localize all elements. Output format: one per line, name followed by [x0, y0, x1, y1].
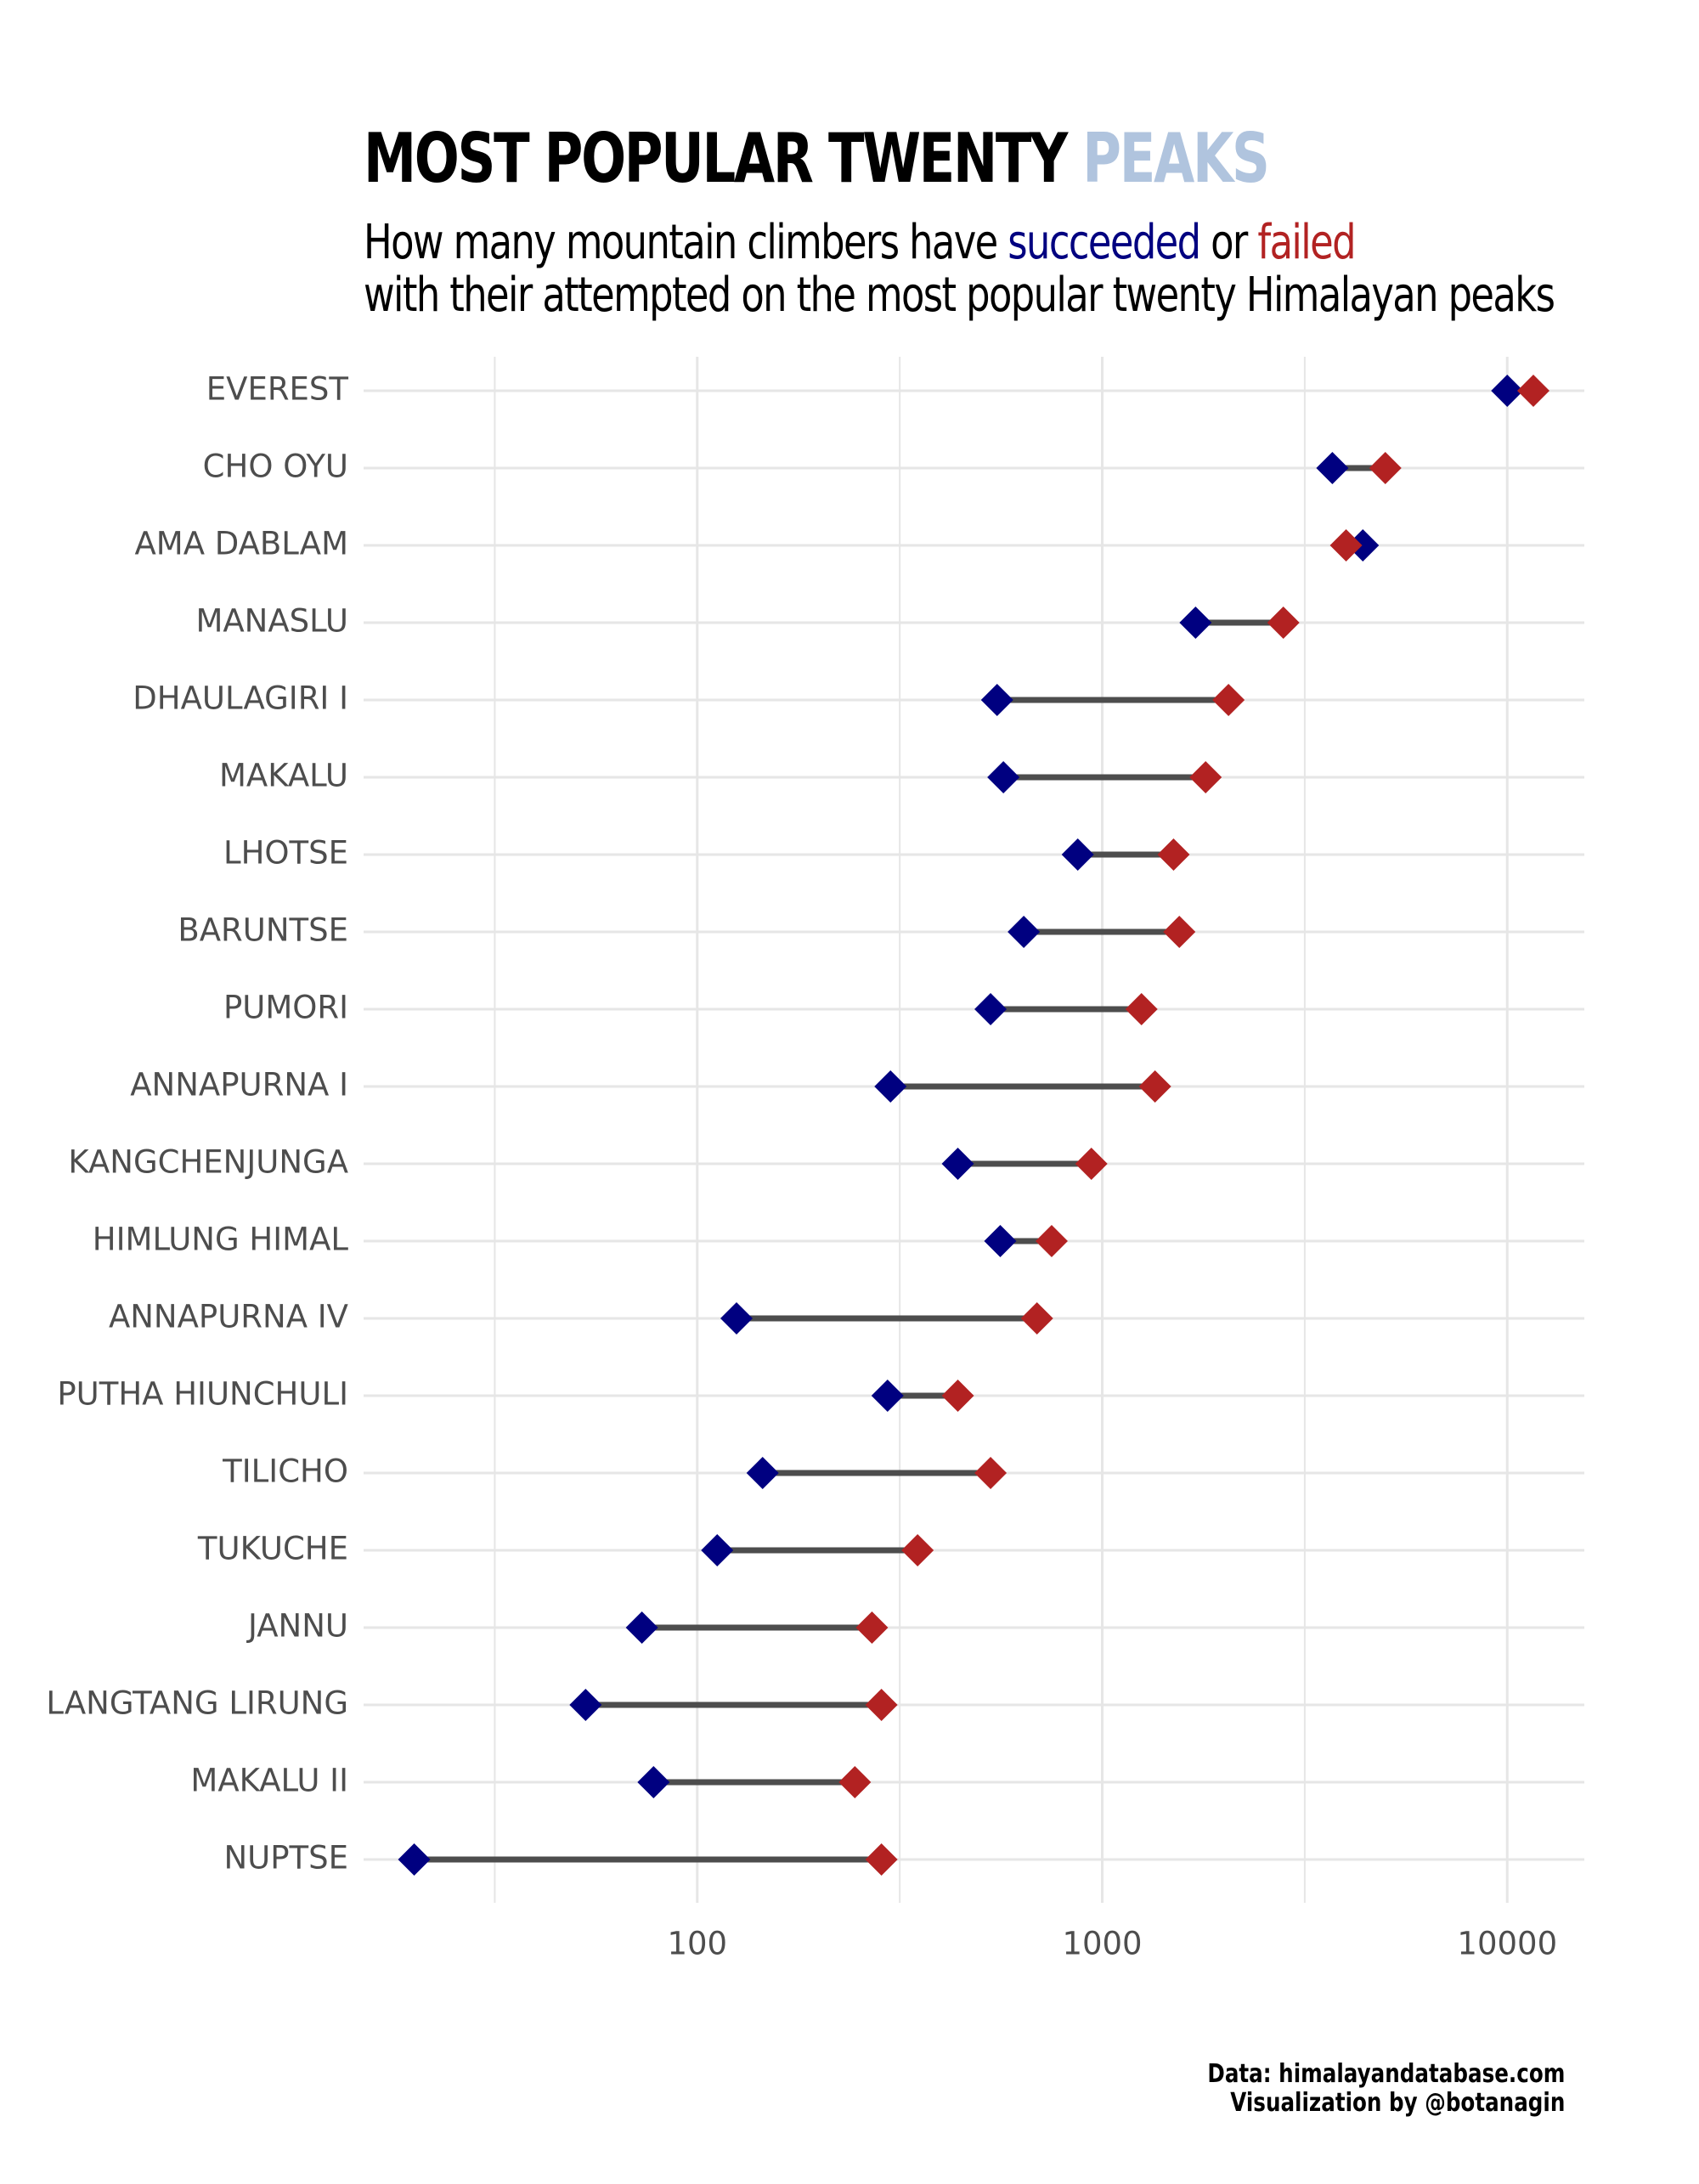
succeeded-point — [398, 1843, 431, 1876]
failed-point — [901, 1534, 934, 1566]
succeeded-point — [1008, 916, 1041, 948]
peak-label: KANGCHENJUNGA — [68, 1144, 348, 1181]
peak-label: AMA DABLAM — [134, 526, 348, 562]
succeeded-point — [1061, 838, 1094, 871]
x-tick-label: 10000 — [1457, 1926, 1557, 1962]
peak-label: ANNAPURNA I — [130, 1067, 348, 1103]
peak-label: LANGTANG LIRUNG — [46, 1685, 348, 1722]
failed-point — [1369, 452, 1402, 484]
subtitle-line-2: with their attempted on the most popular… — [364, 268, 1555, 323]
failed-point — [1075, 1148, 1108, 1180]
succeeded-point — [974, 993, 1008, 1025]
failed-point — [974, 1457, 1008, 1489]
failed-point — [838, 1766, 872, 1798]
y-axis-labels: EVEREST CHO OYU AMA DABLAM MANASLU DHAULAGIR… — [46, 371, 348, 1876]
peak-label: NUPTSE — [223, 1840, 348, 1876]
peak-label: EVEREST — [206, 371, 349, 408]
succeeded-point — [1346, 529, 1380, 562]
title-accent: PEAKS — [1082, 119, 1270, 198]
subtitle-prefix: How many mountain climbers have — [364, 215, 998, 270]
peak-label: JANNU — [246, 1608, 348, 1645]
failed-point — [1267, 607, 1300, 639]
failed-point — [1163, 916, 1196, 948]
succeeded-point — [701, 1534, 734, 1566]
succeeded-point — [625, 1611, 658, 1644]
peak-label: MAKALU — [219, 758, 348, 794]
peak-label: ANNAPURNA IV — [109, 1299, 348, 1335]
succeeded-point — [874, 1070, 907, 1103]
failed-point — [1138, 1070, 1171, 1103]
x-tick-label: 1000 — [1062, 1926, 1142, 1962]
peak-label: BARUNTSE — [178, 912, 348, 949]
failed-point — [1157, 838, 1190, 871]
succeeded-point — [980, 684, 1013, 716]
succeeded-point — [941, 1148, 974, 1180]
peak-label: TILICHO — [222, 1453, 348, 1490]
peak-label: PUMORI — [223, 990, 348, 1026]
failed-point — [855, 1611, 889, 1644]
x-tick-label: 100 — [667, 1926, 727, 1962]
peak-label: LHOTSE — [223, 835, 348, 872]
title-main: MOST POPULAR TWENTY — [364, 119, 1068, 198]
succeeded-point — [1179, 607, 1212, 639]
plot-marks — [398, 375, 1549, 1876]
peak-label: TUKUCHE — [197, 1531, 348, 1567]
succeeded-point — [987, 761, 1020, 793]
chart-caption: Data: himalayandatabase.com Visualizatio… — [1207, 2060, 1565, 2118]
grid-layer — [364, 357, 1584, 1903]
subtitle-failed: failed — [1257, 215, 1356, 270]
failed-point — [1020, 1302, 1053, 1335]
peak-label: CHO OYU — [203, 449, 348, 485]
failed-point — [1329, 529, 1363, 562]
succeeded-point — [720, 1302, 753, 1335]
chart-subtitle: How many mountain climbers have succeede… — [364, 217, 1555, 323]
caption-credit: Visualization by @botanagin — [1229, 2088, 1565, 2118]
peak-label: MANASLU — [195, 603, 348, 640]
peak-label: DHAULAGIRI I — [133, 680, 348, 717]
failed-point — [941, 1380, 974, 1412]
succeeded-point — [871, 1380, 904, 1412]
failed-point — [1189, 761, 1222, 793]
subtitle-or: or — [1211, 215, 1248, 270]
subtitle-succeeded: succeeded — [1008, 215, 1201, 270]
peak-label: PUTHA HIUNCHULI — [57, 1376, 348, 1413]
succeeded-point — [569, 1689, 602, 1721]
succeeded-point — [984, 1225, 1017, 1257]
succeeded-point — [1491, 375, 1524, 407]
chart-title: MOST POPULAR TWENTY PEAKS — [364, 119, 1270, 198]
peak-label: MAKALU II — [190, 1763, 348, 1799]
failed-point — [1125, 993, 1158, 1025]
failed-point — [1035, 1225, 1068, 1257]
peak-label: HIMLUNG HIMAL — [93, 1222, 349, 1258]
failed-point — [1212, 684, 1245, 716]
failed-point — [865, 1843, 898, 1876]
succeeded-point — [746, 1457, 779, 1489]
caption-source: Data: himalayandatabase.com — [1207, 2059, 1565, 2089]
succeeded-point — [637, 1766, 670, 1798]
x-axis-ticks: 100 1000 10000 — [667, 1926, 1557, 1962]
failed-point — [1516, 375, 1549, 407]
succeeded-point — [1316, 452, 1349, 484]
subtitle-line-1: How many mountain climbers have succeede… — [364, 217, 1554, 269]
failed-point — [865, 1689, 898, 1721]
